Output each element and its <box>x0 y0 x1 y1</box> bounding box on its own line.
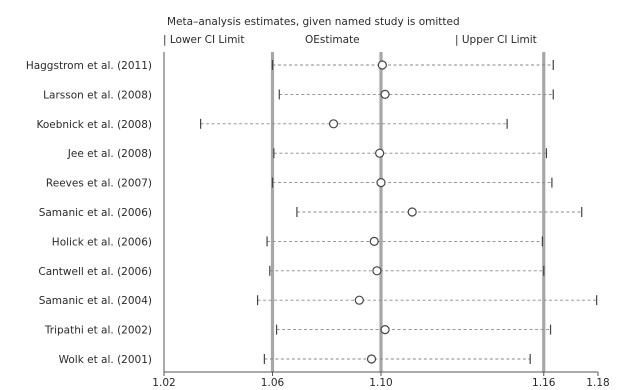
study-row: Holick et al. (2006) <box>52 236 543 248</box>
estimate-point <box>369 236 379 246</box>
study-row: Haggstrom et al. (2011) <box>26 60 554 72</box>
study-row: Tripathi et al. (2002) <box>44 324 552 337</box>
study-label: Samanic et al. (2006) <box>39 207 152 219</box>
study-row: Larsson et al. (2008) <box>43 89 554 101</box>
study-label: Jee et al. (2008) <box>67 148 152 160</box>
study-label: Larsson et al. (2008) <box>43 89 152 101</box>
estimate-point <box>366 354 377 364</box>
estimate-point <box>372 266 382 276</box>
study-label: Haggstrom et al. (2011) <box>26 60 152 72</box>
study-row: Samanic et al. (2006) <box>39 207 583 219</box>
estimate-point <box>407 207 417 217</box>
estimate-point <box>376 178 386 188</box>
estimate-point <box>375 148 385 158</box>
estimate-point <box>354 295 364 305</box>
chart-title: Meta–analysis estimates, given named stu… <box>167 16 460 28</box>
x-tick-label: 1.06 <box>261 377 285 389</box>
x-tick-label: 1.18 <box>586 377 609 389</box>
legend-estimate: OEstimate <box>305 34 360 46</box>
x-tick-label: 1.10 <box>369 377 392 389</box>
study-label: Tripathi et al. (2002) <box>44 325 152 337</box>
estimate-point <box>328 119 339 129</box>
study-row: Koebnick et al. (2008) <box>36 118 508 131</box>
study-label: Koebnick et al. (2008) <box>36 119 152 131</box>
study-label: Wolk et al. (2001) <box>59 354 152 366</box>
study-label: Cantwell et al. (2006) <box>38 266 152 278</box>
estimate-point <box>380 325 390 335</box>
study-row: Cantwell et al. (2006) <box>38 265 545 278</box>
study-label: Holick et al. (2006) <box>52 236 152 248</box>
estimate-point <box>380 89 390 100</box>
study-row: Reeves et al. (2007) <box>46 177 553 190</box>
study-label: Reeves et al. (2007) <box>46 178 152 190</box>
study-label: Samanic et al. (2004) <box>39 295 152 307</box>
study-row: Samanic et al. (2004) <box>39 295 598 307</box>
legend-lower-ci: | Lower CI Limit <box>163 34 244 46</box>
study-row: Jee et al. (2008) <box>67 148 548 160</box>
x-tick-label: 1.16 <box>532 377 556 389</box>
estimate-point <box>377 60 387 70</box>
x-tick-label: 1.02 <box>152 377 175 389</box>
legend-upper-ci: | Upper CI Limit <box>455 34 537 46</box>
study-row: Wolk et al. (2001) <box>59 354 531 366</box>
